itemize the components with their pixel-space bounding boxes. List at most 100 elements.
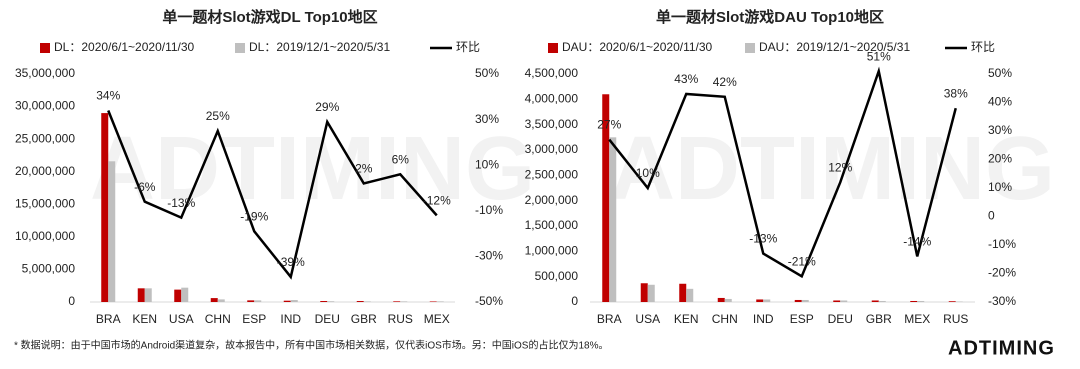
- y2-tick-label: -10%: [475, 203, 503, 217]
- y-tick-label: 35,000,000: [15, 66, 75, 80]
- bar: [801, 299, 809, 302]
- line: [608, 66, 957, 279]
- y-tick-label: 1,500,000: [525, 218, 579, 232]
- y-tick-label: 20,000,000: [15, 164, 75, 178]
- y2-tick-label: -50%: [475, 294, 503, 308]
- bar: [320, 301, 328, 302]
- bar: [181, 287, 189, 302]
- bar: [210, 298, 218, 302]
- bar: [400, 301, 408, 302]
- legend-swatch: [235, 43, 245, 53]
- bar: [393, 301, 401, 302]
- y-tick-label: 3,500,000: [525, 117, 579, 131]
- bar: [794, 299, 802, 302]
- data-label: 10%: [636, 166, 660, 180]
- x-tick-label: CHN: [205, 312, 231, 326]
- data-label: -6%: [134, 180, 156, 194]
- y2-tick-label: 50%: [475, 66, 499, 80]
- legend-swatch: [745, 43, 755, 53]
- x-tick-label: CHN: [712, 312, 738, 326]
- x-tick-label: BRA: [96, 312, 121, 326]
- y-tick-label: 0: [68, 294, 75, 308]
- x-tick-label: IND: [280, 312, 301, 326]
- bar: [254, 300, 262, 302]
- bar: [647, 284, 655, 302]
- y-tick-label: 4,000,000: [525, 92, 579, 106]
- data-label: 12%: [828, 160, 852, 174]
- y2-tick-label: -30%: [475, 249, 503, 263]
- y-tick-label: 30,000,000: [15, 99, 75, 113]
- bar: [247, 300, 255, 302]
- footnote: * 数据说明：由于中国市场的Android渠道复杂，故本报告中，所有中国市场相关…: [14, 339, 609, 352]
- chart-title: 单一题材Slot游戏DAU Top10地区: [656, 8, 884, 26]
- bar: [910, 300, 918, 302]
- y2-tick-label: 10%: [475, 157, 499, 171]
- data-label: -21%: [788, 255, 816, 269]
- bar: [327, 301, 335, 302]
- x-tick-label: RUS: [388, 312, 413, 326]
- x-tick-label: GBR: [866, 312, 892, 326]
- x-tick-label: KEN: [132, 312, 157, 326]
- bar: [609, 137, 617, 302]
- bar: [101, 113, 109, 302]
- bar: [717, 297, 725, 302]
- bar: [679, 283, 687, 302]
- bar: [871, 300, 879, 302]
- bar: [840, 300, 848, 302]
- y-tick-label: 2,500,000: [525, 168, 579, 182]
- legend-swatch: [40, 43, 50, 53]
- legend-label: DL：2020/6/1~2020/11/30: [54, 40, 195, 54]
- bar: [763, 299, 771, 302]
- bar: [756, 299, 764, 302]
- bar: [174, 289, 182, 302]
- y-tick-label: 2,000,000: [525, 193, 579, 207]
- data-label: 27%: [597, 118, 621, 132]
- data-label: 25%: [206, 109, 230, 123]
- x-tick-label: DEU: [828, 312, 853, 326]
- x-tick-label: USA: [635, 312, 660, 326]
- bar: [429, 301, 437, 302]
- data-label: 29%: [315, 100, 339, 114]
- data-label: -12%: [423, 194, 451, 208]
- data-label: 6%: [392, 152, 410, 166]
- y2-tick-label: 50%: [988, 66, 1012, 80]
- y-tick-label: 25,000,000: [15, 131, 75, 145]
- y-tick-label: 3,000,000: [525, 142, 579, 156]
- bar: [948, 301, 956, 302]
- y-tick-label: 5,000,000: [22, 262, 76, 276]
- x-tick-label: MEX: [424, 312, 450, 326]
- bar: [833, 300, 841, 302]
- bar: [283, 300, 291, 302]
- y-tick-label: 10,000,000: [15, 229, 75, 243]
- legend-label: 环比: [456, 40, 480, 54]
- data-label: 2%: [355, 162, 373, 176]
- y-tick-label: 1,000,000: [525, 244, 579, 258]
- y2-tick-label: 30%: [988, 123, 1012, 137]
- bar: [640, 283, 648, 302]
- chart-title: 单一题材Slot游戏DL Top10地区: [162, 8, 377, 26]
- bar: [363, 301, 371, 302]
- y2-tick-label: 30%: [475, 112, 499, 126]
- x-tick-label: GBR: [351, 312, 377, 326]
- y2-tick-label: 40%: [988, 95, 1012, 109]
- x-tick-label: DEU: [315, 312, 340, 326]
- y2-tick-label: 10%: [988, 180, 1012, 194]
- x-tick-label: USA: [169, 312, 194, 326]
- y-tick-label: 15,000,000: [15, 196, 75, 210]
- x-tick-label: ESP: [242, 312, 266, 326]
- y2-tick-label: -30%: [988, 294, 1016, 308]
- bar: [356, 301, 364, 302]
- data-label: -19%: [240, 209, 268, 223]
- data-label: -14%: [903, 235, 931, 249]
- line: [107, 110, 438, 280]
- x-tick-label: BRA: [597, 312, 622, 326]
- data-label: -39%: [277, 255, 305, 269]
- x-tick-label: ESP: [790, 312, 814, 326]
- legend-swatch: [548, 43, 558, 53]
- x-tick-label: IND: [753, 312, 774, 326]
- bar: [108, 161, 116, 302]
- y-tick-label: 500,000: [535, 269, 579, 283]
- y2-tick-label: 0: [988, 209, 995, 223]
- x-tick-label: MEX: [904, 312, 930, 326]
